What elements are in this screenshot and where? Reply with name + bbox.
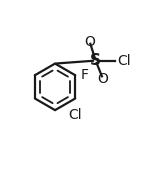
Text: O: O [84,35,95,49]
Text: Cl: Cl [118,54,131,68]
Text: Cl: Cl [68,108,82,122]
Text: O: O [97,72,108,85]
Text: S: S [90,53,101,68]
Text: F: F [81,68,89,82]
